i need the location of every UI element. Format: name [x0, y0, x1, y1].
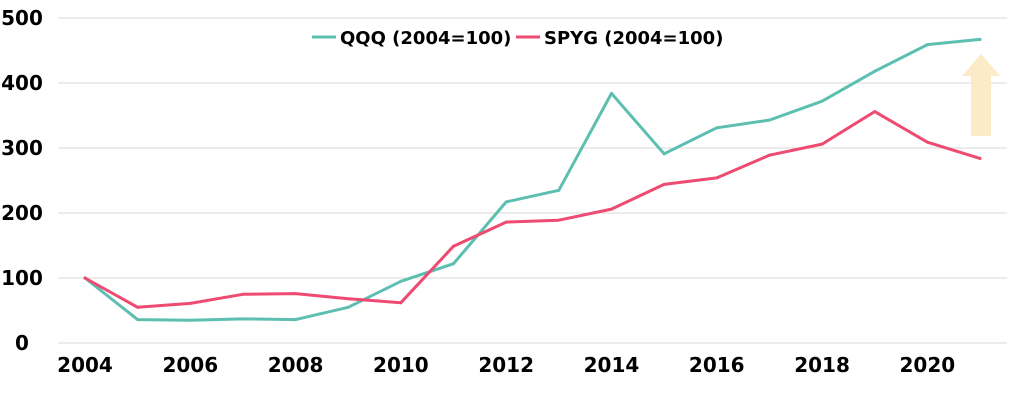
data-point — [767, 153, 771, 157]
data-point — [557, 188, 561, 192]
x-tick-label: 2018 — [794, 353, 850, 377]
data-point — [399, 301, 403, 305]
up-arrow-icon — [962, 54, 1000, 136]
data-point — [346, 297, 350, 301]
data-point — [715, 176, 719, 180]
data-point — [136, 318, 140, 322]
data-point — [715, 126, 719, 130]
data-point — [767, 118, 771, 122]
x-tick-label: 2014 — [584, 353, 640, 377]
data-point — [925, 140, 929, 144]
y-tick-label: 0 — [15, 331, 29, 355]
data-point — [504, 200, 508, 204]
gridlines — [58, 17, 1007, 344]
data-point — [978, 37, 982, 41]
data-point — [873, 110, 877, 114]
x-tick-label: 2008 — [268, 353, 324, 377]
series-lines — [83, 37, 982, 322]
data-point — [978, 156, 982, 160]
data-point — [873, 69, 877, 73]
data-point — [609, 91, 613, 95]
data-point — [452, 244, 456, 248]
y-tick-label: 500 — [1, 6, 43, 30]
data-point — [557, 218, 561, 222]
data-point — [294, 292, 298, 296]
x-tick-label: 2020 — [900, 353, 956, 377]
data-point — [452, 262, 456, 266]
data-point — [83, 276, 87, 280]
series-line-1 — [83, 110, 982, 309]
data-point — [188, 318, 192, 322]
data-point — [820, 142, 824, 146]
series-1 — [83, 110, 982, 309]
data-point — [188, 301, 192, 305]
legend-label: SPYG (2004=100) — [544, 28, 723, 49]
data-point — [504, 220, 508, 224]
data-point — [820, 99, 824, 103]
data-point — [241, 292, 245, 296]
y-tick-label: 300 — [1, 136, 43, 160]
data-point — [399, 279, 403, 283]
data-point — [925, 43, 929, 47]
annotation — [962, 54, 1000, 136]
x-tick-label: 2004 — [57, 353, 113, 377]
data-point — [136, 305, 140, 309]
legend: QQQ (2004=100) SPYG (2004=100) — [312, 28, 723, 49]
data-point — [662, 152, 666, 156]
x-tick-label: 2010 — [373, 353, 429, 377]
y-axis-tick-labels: 0 100 200 300 400 500 — [1, 6, 43, 355]
series-line-0 — [83, 37, 982, 322]
x-tick-label: 2016 — [689, 353, 745, 377]
legend-item-1: SPYG (2004=100) — [516, 28, 723, 49]
legend-item-0: QQQ (2004=100) — [312, 28, 511, 49]
data-point — [241, 317, 245, 321]
legend-label: QQQ (2004=100) — [340, 28, 511, 49]
data-point — [609, 207, 613, 211]
y-tick-label: 400 — [1, 71, 43, 95]
y-tick-label: 100 — [1, 266, 43, 290]
data-point — [346, 305, 350, 309]
data-point — [662, 182, 666, 186]
x-tick-label: 2012 — [478, 353, 534, 377]
series-0 — [83, 37, 982, 322]
x-tick-label: 2006 — [162, 353, 218, 377]
y-tick-label: 200 — [1, 201, 43, 225]
x-axis-tick-labels: 2004 2006 2008 2010 2012 2014 2016 2018 2020 — [57, 353, 955, 377]
data-point — [294, 318, 298, 322]
